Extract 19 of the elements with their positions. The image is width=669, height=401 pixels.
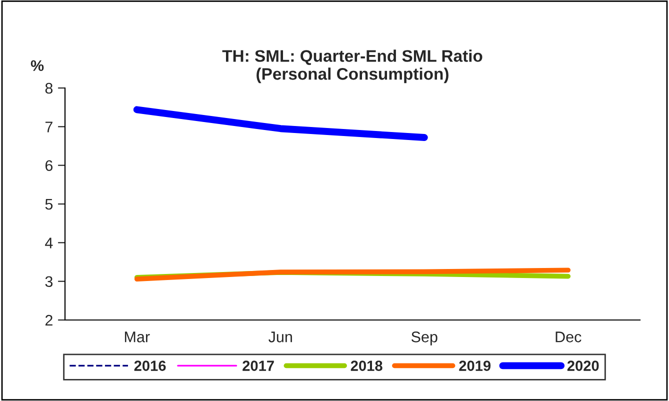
y-tick-label: 3 <box>45 276 53 288</box>
chart-title: TH: SML: Quarter-End SML Ratio (Personal Consumption) <box>222 50 482 84</box>
y-axis-title: % <box>30 60 44 72</box>
y-tick-label: 4 <box>45 238 53 248</box>
y-tick-label: 8 <box>45 82 53 94</box>
y-tick-label: 7 <box>45 122 52 132</box>
legend-label: 2020 <box>567 360 599 371</box>
y-tick-label: 2 <box>45 314 52 326</box>
x-tick-label: Jun <box>268 332 292 342</box>
legend-label: 2016 <box>134 360 166 371</box>
x-tick-label: Sep <box>411 332 438 346</box>
line-series <box>134 268 571 282</box>
legend-label: 2018 <box>350 360 382 371</box>
y-tick-label: 5 <box>45 199 53 210</box>
x-tick-label: Dec <box>556 332 582 342</box>
legend-label: 2017 <box>242 360 274 371</box>
x-tick-label: Mar <box>124 332 150 342</box>
legend-label: 2019 <box>459 360 491 371</box>
y-tick-label: 6 <box>45 160 53 172</box>
